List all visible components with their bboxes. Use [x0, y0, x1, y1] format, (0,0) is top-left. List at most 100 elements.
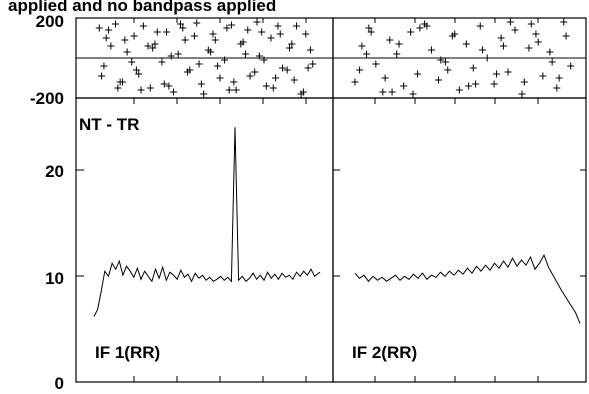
- phase-point: [388, 88, 396, 96]
- phase-point: [302, 30, 310, 38]
- phase-point: [511, 26, 519, 34]
- amplitude-panel-if2: [332, 97, 587, 383]
- phase-point: [151, 40, 159, 48]
- phase-point: [286, 44, 294, 52]
- phase-point: [272, 74, 280, 82]
- phase-point: [118, 78, 126, 86]
- phase-point: [221, 56, 229, 64]
- phase-point: [244, 26, 252, 34]
- panel-label-if1: IF 1(RR): [95, 343, 160, 362]
- phase-point: [472, 80, 480, 88]
- phase-point: [232, 86, 240, 94]
- phase-point: [479, 46, 487, 54]
- phase-point: [358, 42, 366, 50]
- phase-point: [292, 22, 300, 30]
- phase-point: [146, 84, 154, 92]
- amplitude-line-if2: [354, 253, 581, 324]
- phase-point: [381, 74, 389, 82]
- phase-point: [386, 36, 394, 44]
- phase-point: [132, 66, 140, 74]
- phase-point: [518, 90, 526, 98]
- phase-point: [469, 64, 477, 72]
- phase-point: [306, 46, 314, 54]
- phase-point: [121, 36, 129, 44]
- phase-tick-label: -200: [30, 89, 64, 108]
- phase-point: [165, 82, 173, 90]
- phase-point: [407, 28, 415, 36]
- phase-point: [497, 34, 505, 42]
- phase-point: [158, 58, 166, 66]
- phase-point: [95, 24, 103, 32]
- phase-point: [462, 40, 470, 48]
- phase-point: [190, 32, 198, 40]
- phase-point: [137, 86, 145, 94]
- phase-point: [499, 42, 507, 50]
- phase-point: [444, 66, 452, 74]
- phase-point: [102, 34, 110, 42]
- phase-point: [149, 44, 157, 52]
- phase-point: [400, 82, 408, 90]
- phase-point: [455, 86, 463, 94]
- phase-point: [176, 20, 184, 28]
- phase-point: [214, 62, 222, 70]
- phase-point: [260, 56, 268, 64]
- phase-point: [534, 38, 542, 46]
- phase-point: [258, 28, 266, 36]
- phase-point: [423, 22, 431, 30]
- phase-point: [207, 48, 215, 56]
- amplitude-panel-if1: [75, 97, 334, 383]
- phase-point: [299, 88, 307, 96]
- phase-point: [98, 72, 106, 80]
- phase-point: [414, 70, 422, 78]
- phase-point: [112, 20, 120, 28]
- phase-point: [193, 19, 201, 27]
- phase-point: [363, 50, 371, 58]
- phase-point: [100, 62, 108, 70]
- phase-point: [409, 90, 417, 98]
- phase-point: [135, 70, 143, 78]
- phase-point: [476, 22, 484, 30]
- amp-tick-label: 10: [45, 269, 64, 288]
- phase-point: [267, 34, 275, 42]
- phase-point: [174, 50, 182, 58]
- phase-point: [451, 30, 459, 38]
- phase-point: [532, 30, 540, 38]
- phase-point: [197, 80, 205, 88]
- phase-point: [527, 20, 535, 28]
- phase-point: [181, 36, 189, 44]
- phase-point: [428, 46, 436, 54]
- phase-point: [209, 30, 217, 38]
- phase-point: [276, 30, 284, 38]
- phase-point: [567, 62, 575, 70]
- panel-label-if2: IF 2(RR): [352, 343, 417, 362]
- phase-point: [163, 28, 171, 36]
- phase-point: [356, 66, 364, 74]
- phase-point: [230, 78, 238, 86]
- phase-point: [123, 48, 131, 56]
- phase-point: [437, 56, 445, 64]
- phase-point: [237, 40, 245, 48]
- phase-tick-label: 200: [36, 12, 64, 31]
- phase-point: [183, 68, 191, 76]
- phase-point: [546, 48, 554, 56]
- phase-point: [211, 36, 219, 44]
- phase-point: [441, 58, 449, 66]
- phase-point: [160, 80, 168, 88]
- phase-point: [465, 82, 473, 90]
- phase-point: [506, 18, 514, 26]
- amp-tick-label: 0: [55, 374, 64, 393]
- phase-point: [225, 86, 233, 94]
- phase-point: [483, 54, 491, 62]
- phase-point: [105, 26, 113, 34]
- phase-point: [393, 50, 401, 58]
- phase-point: [200, 90, 208, 98]
- phase-point: [216, 74, 224, 82]
- phase-point: [525, 44, 533, 52]
- phase-point: [562, 32, 570, 40]
- phase-point: [251, 68, 259, 76]
- phase-point: [290, 76, 298, 84]
- phase-point: [167, 52, 175, 60]
- phase-point: [367, 28, 375, 36]
- phase-point: [223, 24, 231, 32]
